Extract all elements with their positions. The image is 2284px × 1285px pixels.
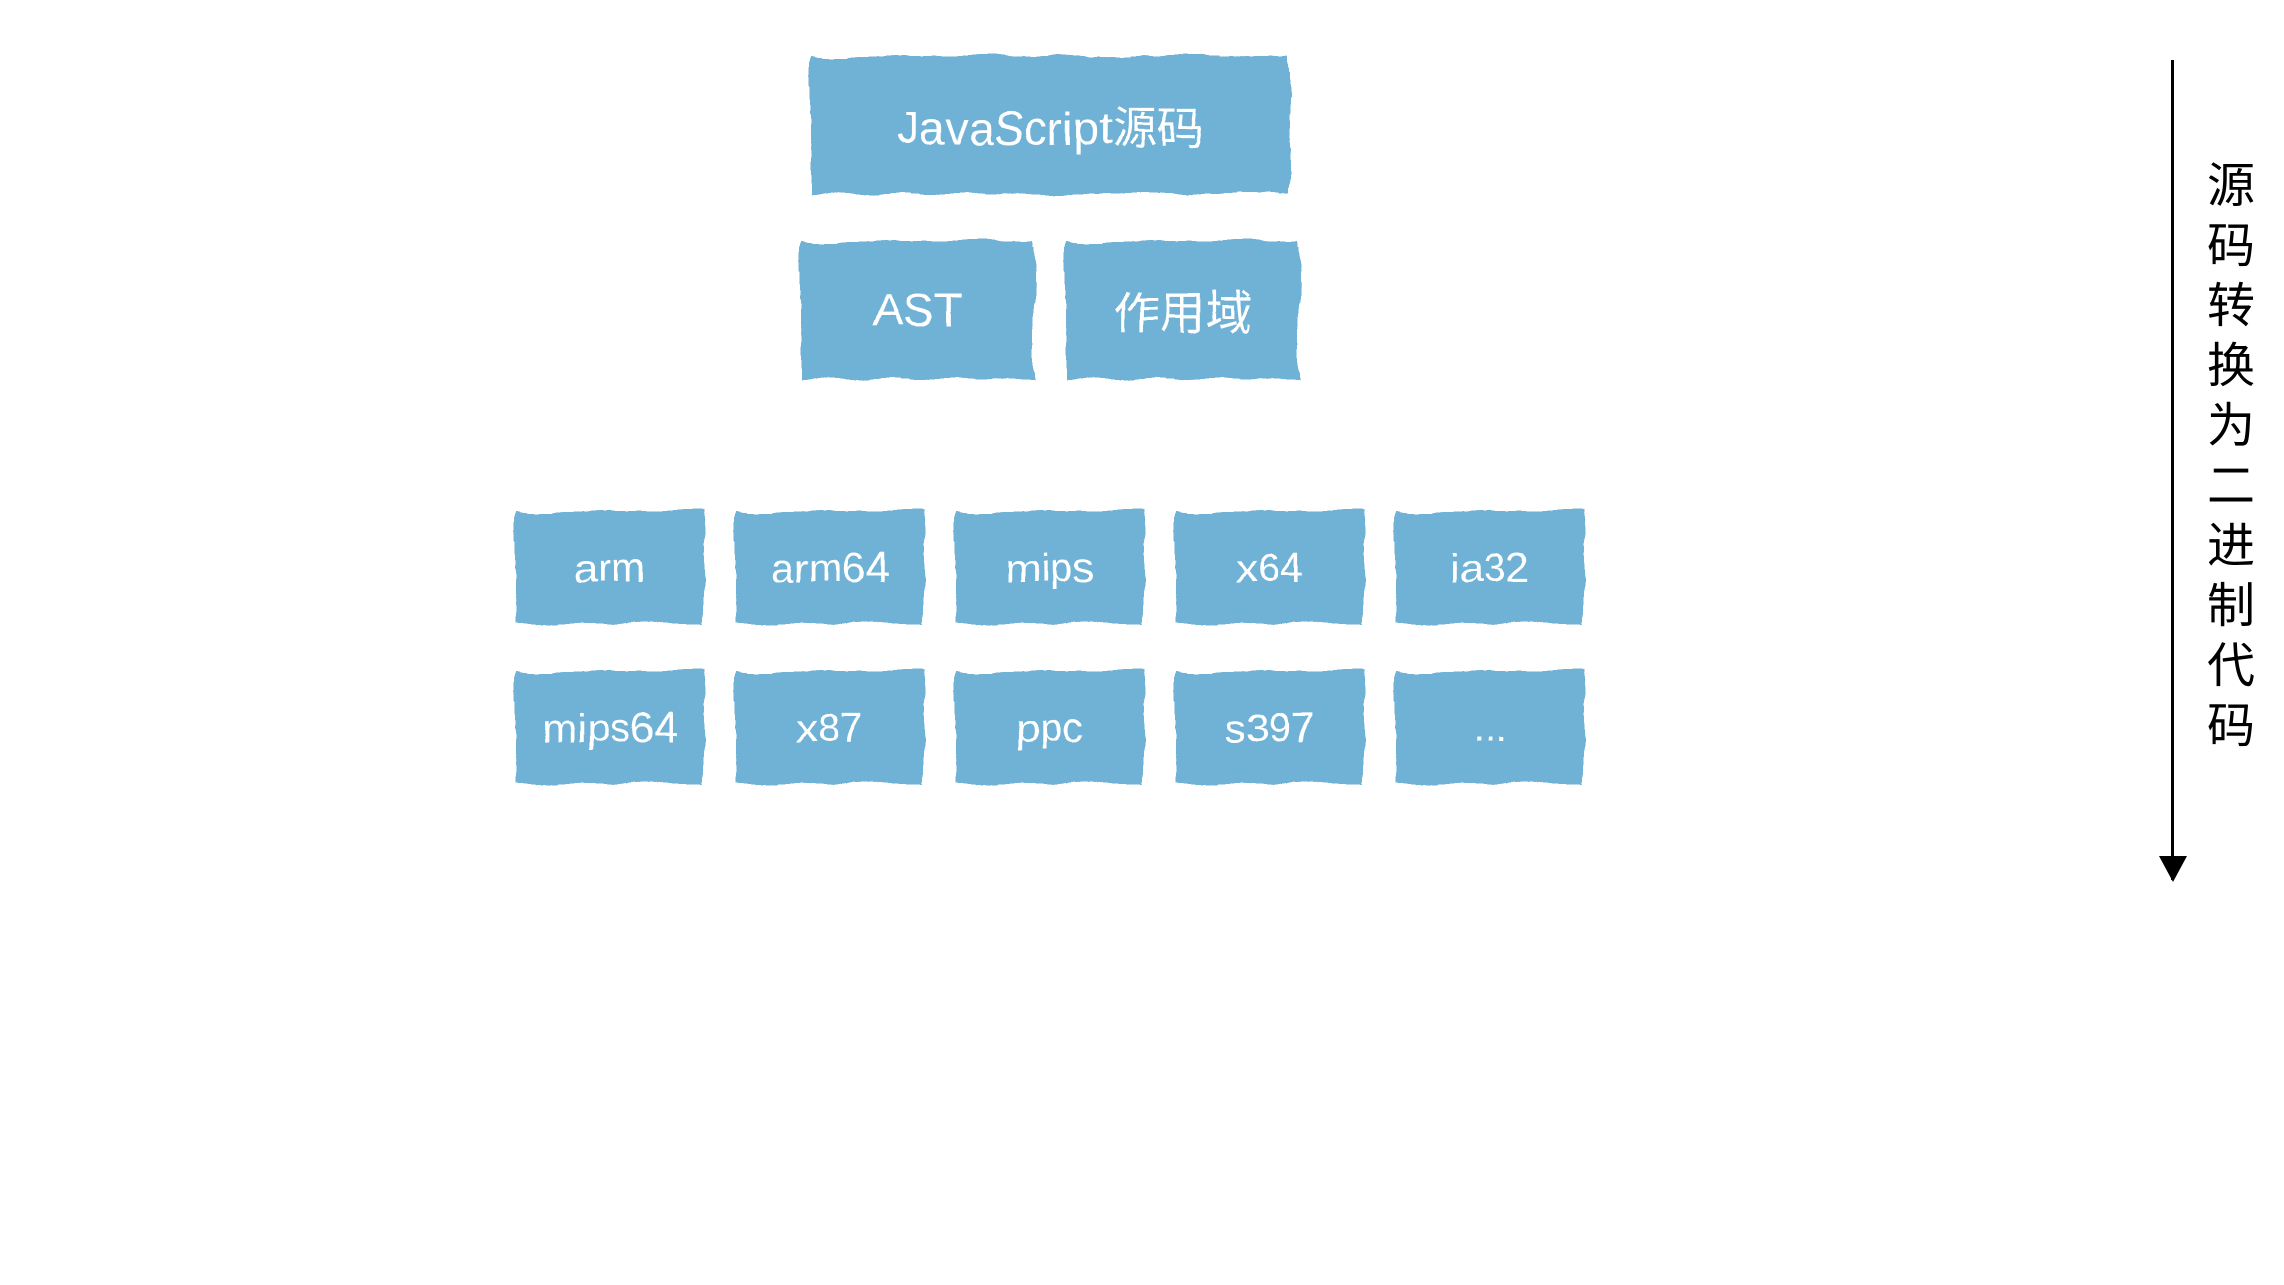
source-row: JavaScript源码	[150, 60, 1950, 190]
arch-row-2: mips64 x87 ppc s397 ...	[150, 675, 1950, 780]
arch-box-mips64: mips64	[520, 675, 700, 780]
scope-label: 作用域	[1114, 277, 1252, 343]
arch-box-arm64: arm64	[740, 515, 920, 620]
arch-label: x64	[1236, 544, 1304, 592]
arch-box-ppc: ppc	[960, 675, 1140, 780]
arch-label: arm64	[770, 544, 889, 592]
arch-box-more: ...	[1400, 675, 1580, 780]
arrow-label: 源码转换为二进制代码	[2201, 160, 2249, 760]
flow-arrow	[2171, 60, 2174, 880]
scope-box: 作用域	[1070, 245, 1295, 375]
arch-box-ia32: ia32	[1400, 515, 1580, 620]
arch-label: mips	[1006, 544, 1095, 592]
arch-box-x64: x64	[1180, 515, 1360, 620]
arch-row-1: arm arm64 mips x64 ia32	[150, 515, 1950, 620]
arch-box-x87: x87	[740, 675, 920, 780]
arch-box-s397: s397	[1180, 675, 1360, 780]
arch-label: ...	[1472, 704, 1507, 752]
arch-label: arm	[574, 544, 646, 592]
arch-label: mips64	[542, 704, 677, 752]
arch-label: ia32	[1450, 544, 1529, 592]
arch-label: x87	[796, 704, 864, 752]
source-box: JavaScript源码	[815, 60, 1285, 190]
parse-row: AST 作用域	[150, 245, 1950, 375]
arch-box-mips: mips	[960, 515, 1140, 620]
arch-label: s397	[1224, 704, 1315, 752]
ast-label: AST	[873, 283, 962, 337]
arch-label: ppc	[1016, 704, 1084, 752]
arrow-line	[2171, 60, 2174, 880]
ast-box: AST	[805, 245, 1030, 375]
source-label: JavaScript源码	[897, 92, 1204, 158]
compilation-diagram: JavaScript源码 AST 作用域 arm arm64 mips x64 …	[150, 60, 1950, 835]
arch-box-arm: arm	[520, 515, 700, 620]
arrow-head-icon	[2159, 856, 2187, 882]
